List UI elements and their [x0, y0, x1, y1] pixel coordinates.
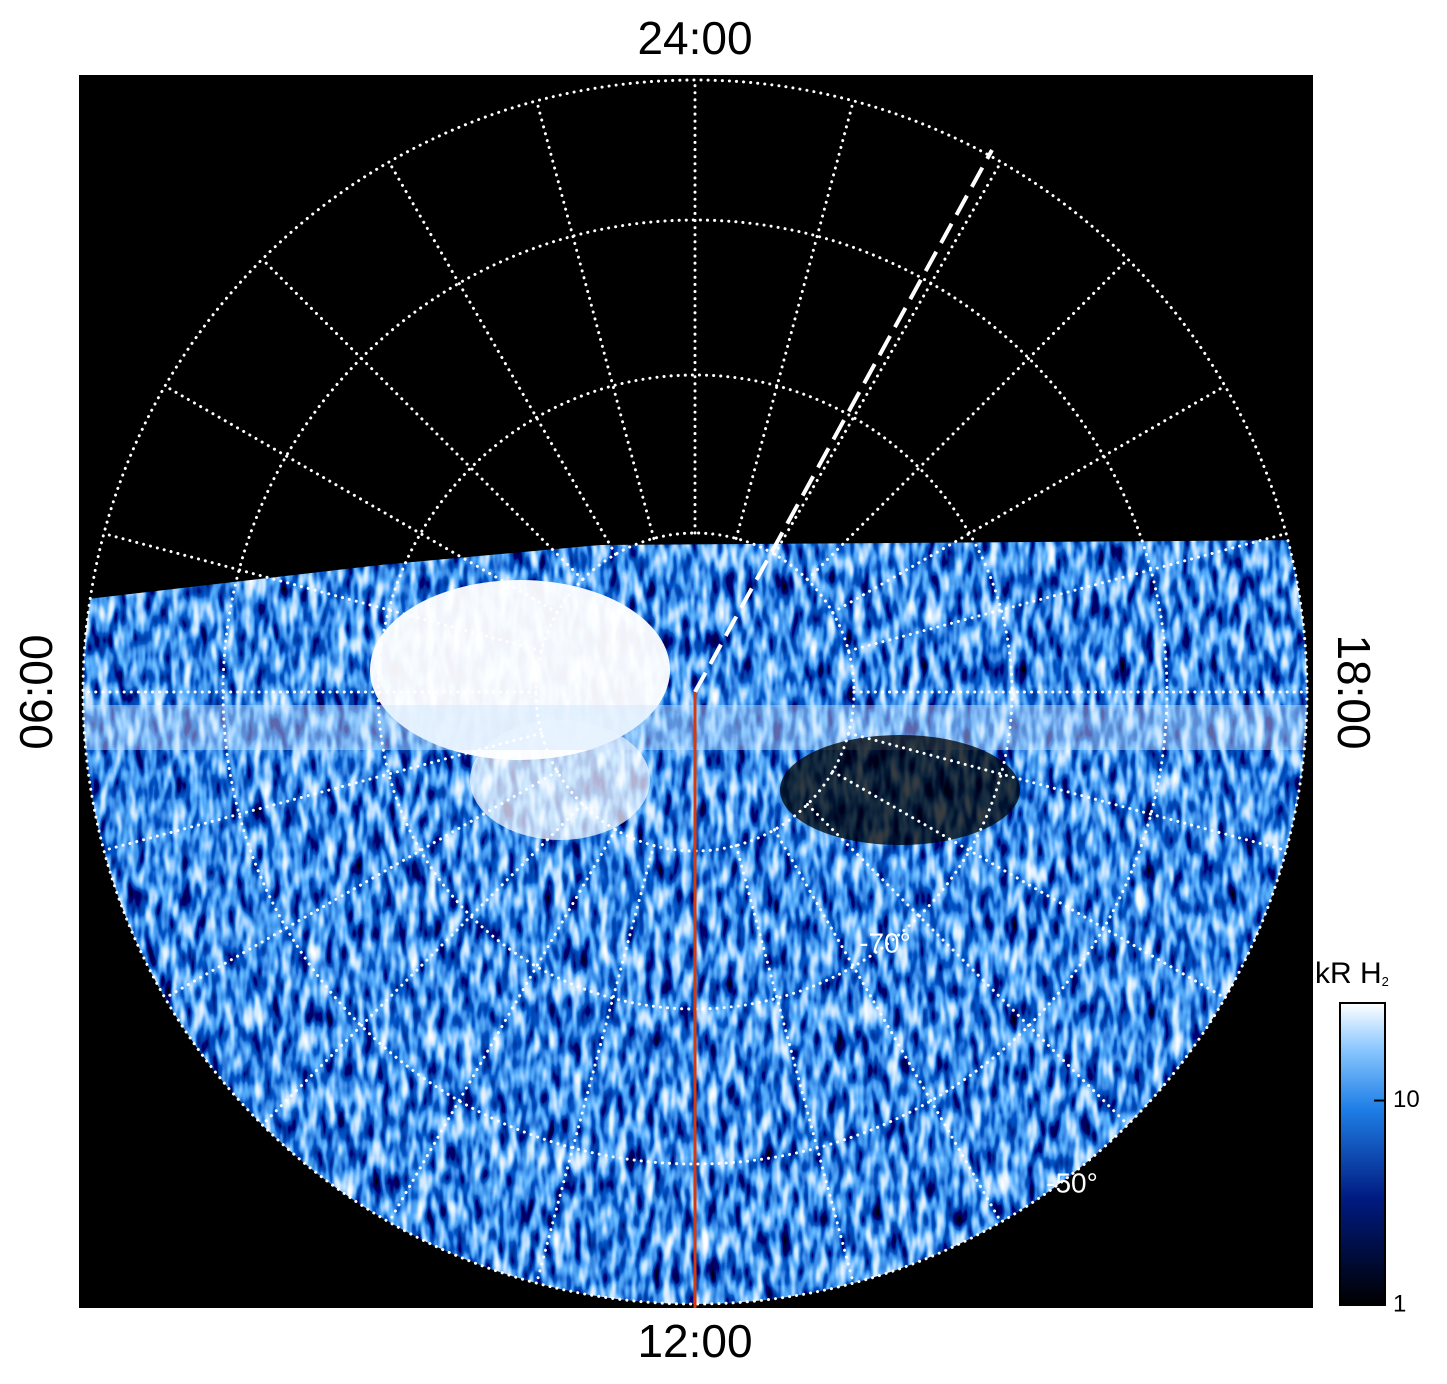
meridian	[535, 844, 656, 1285]
meridian	[260, 257, 585, 582]
dashed-meridian	[693, 149, 994, 693]
meridian	[163, 770, 559, 1000]
meridian	[831, 384, 1227, 614]
latitude-label: -50°	[1046, 1167, 1098, 1198]
dark-region	[780, 735, 1020, 845]
meridian	[163, 384, 559, 614]
meridian	[260, 802, 585, 1127]
meridian	[773, 160, 1003, 556]
meridian	[847, 532, 1288, 653]
meridian	[387, 828, 617, 1224]
meridian	[847, 731, 1288, 852]
colorbar	[1339, 1002, 1386, 1306]
latitude-circle	[81, 78, 1309, 1306]
meridian	[102, 731, 543, 852]
colorbar-tick-label: 10	[1393, 1086, 1420, 1113]
polar-grid	[81, 78, 1309, 1306]
colorbar-ticks: 1 10	[1374, 1086, 1420, 1317]
bright-region	[470, 720, 650, 840]
latitude-label: -70°	[859, 927, 911, 958]
meridian	[734, 99, 855, 540]
colorbar-title: kR H2	[1315, 957, 1389, 990]
meridian	[773, 828, 1003, 1224]
colorbar-title-main: kR H	[1315, 957, 1382, 990]
right-label: 18:00	[1328, 634, 1380, 749]
left-label: 06:00	[10, 634, 62, 749]
meridian	[535, 99, 656, 540]
meridian	[805, 257, 1130, 582]
meridian	[102, 532, 543, 653]
meridian	[387, 160, 617, 556]
colorbar-title-sub: 2	[1382, 974, 1389, 989]
top-label: 24:00	[637, 12, 752, 64]
meridian	[734, 844, 855, 1285]
bottom-label: 12:00	[637, 1315, 752, 1367]
meridian	[805, 802, 1130, 1127]
colorbar-tick-label: 1	[1393, 1290, 1406, 1317]
meridian	[831, 770, 1227, 1000]
